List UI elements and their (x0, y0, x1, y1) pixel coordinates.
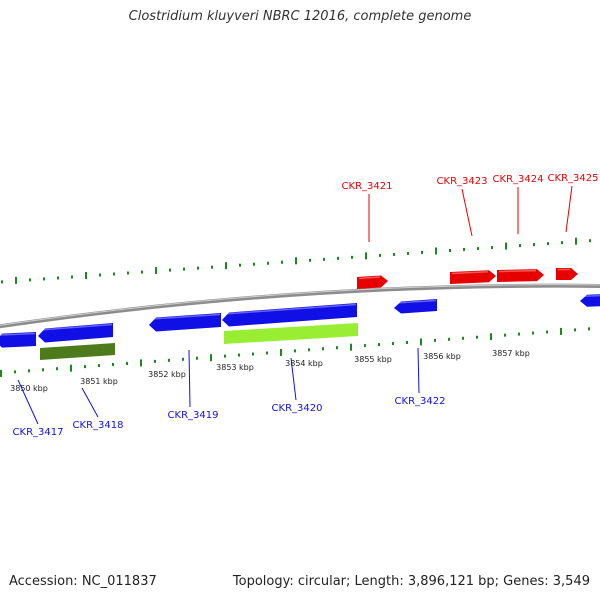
scale-label: 3853 kbp (216, 363, 254, 372)
leader-line (566, 186, 572, 232)
gene-label-forward: CKR_3424 (493, 174, 544, 185)
gene-labels: CKR_3421 CKR_3423 CKR_3424 CKR_3425 CKR_3417… (13, 173, 599, 438)
gene-label-reverse: CKR_3419 (168, 410, 219, 421)
gene-label-reverse: CKR_3422 (395, 396, 446, 407)
gene-arrow-ckr-3426-highlight (582, 296, 600, 297)
scale-label: 3856 kbp (423, 352, 461, 361)
scale-label: 3857 kbp (492, 349, 530, 358)
scale-label: 3855 kbp (354, 355, 392, 364)
genome-summary: Topology: circular; Length: 3,896,121 bp… (233, 574, 590, 589)
leader-line (82, 388, 98, 417)
scale-label: 3851 kbp (80, 377, 118, 386)
gene-label-forward: CKR_3425 (548, 173, 599, 184)
gene-label-forward: CKR_3423 (437, 176, 488, 187)
gene-label-forward: CKR_3421 (342, 181, 393, 192)
genome-map-canvas: CKR_3421 CKR_3423 CKR_3424 CKR_3425 CKR_3417… (0, 0, 600, 600)
leader-line (462, 189, 472, 236)
scale-label: 3852 kbp (148, 370, 186, 379)
rna-bar-light (224, 323, 358, 344)
scale-label: 3854 kbp (285, 359, 323, 368)
rna-bar-dark (40, 343, 115, 360)
gene-label-reverse: CKR_3417 (13, 427, 64, 438)
scale-label: 3850 kbp (10, 384, 48, 393)
gene-arrow-ckr-3424-highlight (499, 271, 536, 272)
accession-label: Accession: NC_011837 (9, 574, 157, 589)
leader-line (189, 350, 190, 407)
gene-leader-lines (18, 186, 572, 424)
leader-line (418, 348, 419, 393)
gene-label-reverse: CKR_3418 (73, 420, 124, 431)
gene-label-reverse: CKR_3420 (272, 403, 323, 414)
